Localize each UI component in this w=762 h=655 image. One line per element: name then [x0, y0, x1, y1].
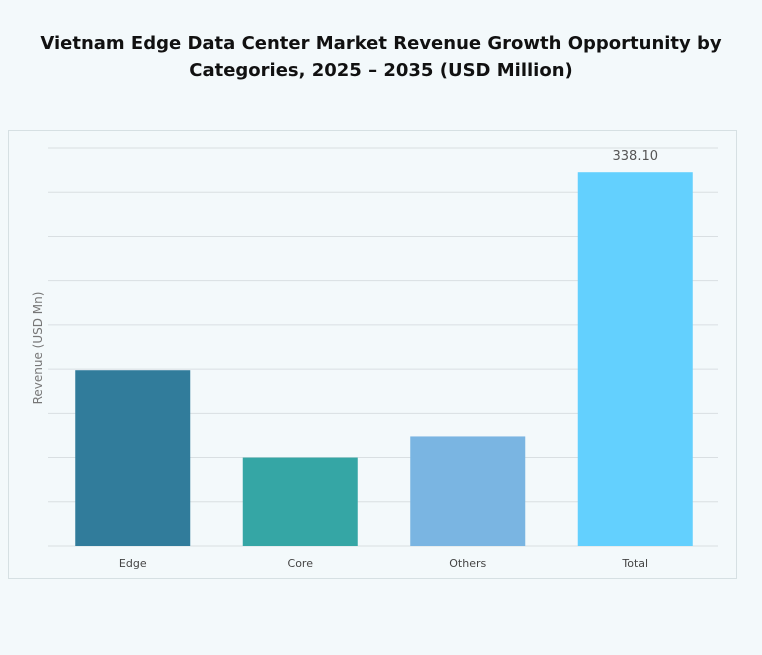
bar-edge: [75, 370, 191, 546]
x-tick-label: Total: [621, 557, 648, 570]
x-tick-label: Edge: [119, 557, 147, 570]
chart-title-line1: Vietnam Edge Data Center Market Revenue …: [40, 33, 722, 54]
data-label: 338.10: [613, 149, 659, 164]
bar-core: [242, 457, 358, 546]
chart-frame: [8, 130, 737, 579]
y-axis-label: Revenue (USD Mn): [31, 292, 45, 405]
x-tick-label: Others: [449, 557, 486, 570]
bar-total: [577, 172, 693, 546]
x-tick-label: Core: [288, 557, 314, 570]
chart-title: Vietnam Edge Data Center Market Revenue …: [0, 30, 762, 84]
bar-others: [410, 436, 526, 546]
chart-title-line2: Categories, 2025 – 2035 (USD Million): [189, 60, 573, 81]
